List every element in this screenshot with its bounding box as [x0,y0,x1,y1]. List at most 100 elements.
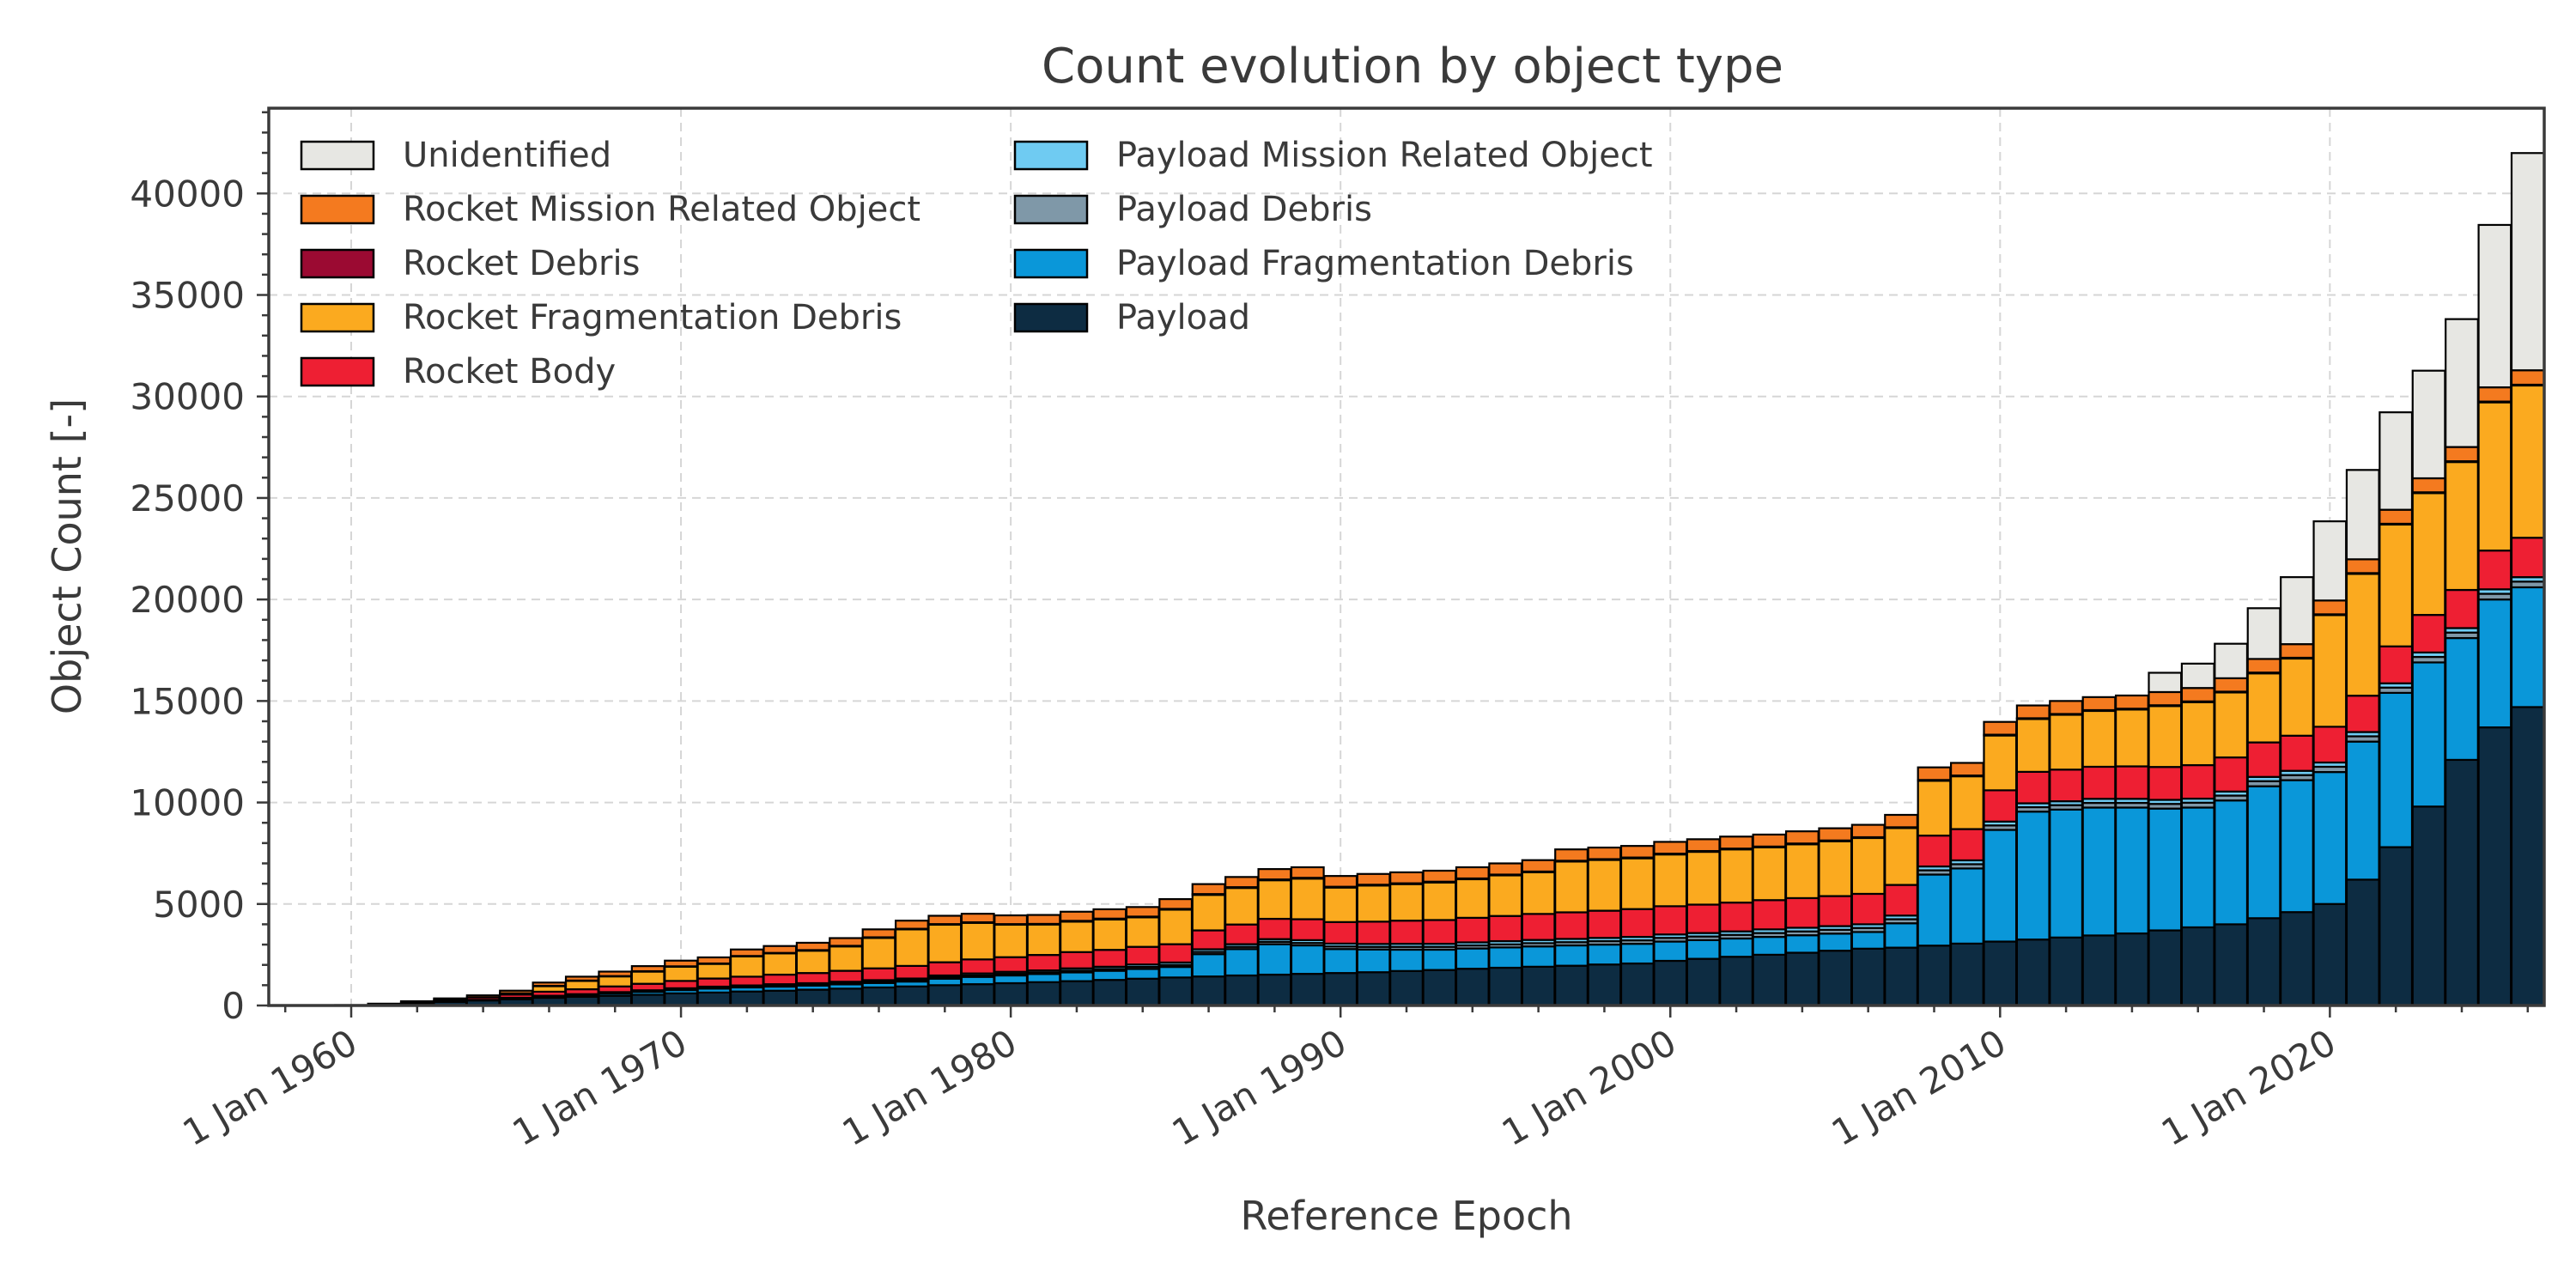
bar-segment [2115,806,2149,935]
bar-segment [2345,558,2380,574]
bar-segment [1323,948,1358,975]
bar-segment [1521,913,1556,941]
y-tick-label: 15000 [130,680,245,722]
bar-segment [2445,318,2479,448]
bar-segment [1949,828,1984,862]
bar-segment [2411,614,2446,653]
chart-title: Count evolution by object type [1042,39,1783,94]
bar-segment [1455,968,1490,1007]
bar-segment [1224,876,1259,889]
legend-label: Rocket Body [403,352,616,392]
bar-segment [1818,895,1853,927]
bar-segment [1917,766,1952,781]
bar-segment [993,974,1029,985]
bar-segment [1488,914,1523,943]
bar-segment [1686,838,1721,853]
bar-segment [1224,923,1259,945]
bar-segment [1290,944,1325,975]
bar-segment [2180,926,2215,1007]
y-tick-label: 5000 [153,884,245,926]
bar-segment [1554,860,1589,914]
bar-segment [2411,661,2446,808]
bar-segment [1290,918,1325,941]
bar-segment [1752,953,1787,1007]
bar-segment [1884,922,1919,949]
bar-segment [795,988,830,1007]
bar-segment [1587,963,1622,1007]
bar-segment [564,975,599,982]
bar-segment [960,913,995,924]
bar-segment [894,928,929,967]
x-tick-label: 1 Jan 2000 [1495,1021,1683,1154]
bar-segment [2081,765,2117,800]
bar-segment [2180,763,2215,800]
bar-segment [1719,835,1753,850]
bar-segment [2081,934,2117,1007]
bar-segment [399,999,434,1004]
bar-segment [2280,734,2314,772]
bar-segment [1191,953,1226,978]
bar-segment [2445,588,2479,629]
bar-segment [1653,841,1688,855]
bar-segment [2214,677,2249,693]
bar-segment [2477,550,2512,591]
x-tick-label: 1 Jan 1970 [506,1021,694,1154]
bar-segment [1389,883,1424,922]
bar-segment [1257,943,1292,976]
bar-segment [1850,947,1886,1007]
legend-label: Rocket Mission Related Object [403,190,920,229]
bar-segment [1125,916,1160,948]
bar-segment [1422,881,1457,921]
legend-swatch [300,302,375,333]
bar-segment [927,984,963,1007]
bar-segment [2445,636,2479,762]
bar-segment [1060,910,1094,922]
bar-segment [1587,859,1622,912]
bar-segment [696,963,732,980]
bar-segment [2214,756,2249,793]
bar-segment [1026,914,1061,926]
bar-segment [1949,762,1984,777]
bar-segment [1290,973,1325,1007]
bar-segment [2345,469,2380,561]
legend-swatch [1013,302,1089,333]
bar-segment [2345,695,2380,733]
bar-segment [630,970,665,985]
bar-segment [1488,966,1523,1007]
legend-swatch [1013,194,1089,225]
bar-segment [1917,835,1952,868]
bar-segment [2379,691,2414,848]
bar-segment [1488,874,1523,917]
bar-segment [1488,862,1523,876]
y-tick-label: 0 [222,985,245,1027]
bar-segment [1917,873,1952,947]
bar-segment [2477,223,2512,389]
bar-segment [1356,884,1391,923]
bar-segment [1884,884,1919,917]
legend-label: Rocket Debris [403,244,640,283]
bar-segment [1521,965,1556,1007]
bar-segment [1290,866,1325,879]
bar-segment [993,923,1029,958]
bar-segment [1818,933,1853,952]
bar-segment [1060,980,1094,1007]
bar-segment [1719,848,1753,904]
bar-segment [2312,902,2348,1007]
bar-segment [762,989,798,1007]
bar-segment [960,921,995,961]
bar-segment [1949,942,1984,1007]
bar-segment [1554,848,1589,862]
bar-segment [1784,843,1820,900]
bar-segment [1158,898,1194,910]
bar-segment [2115,708,2149,768]
bar-segment [1026,973,1061,983]
bar-segment [1619,943,1655,965]
bar-segment [795,941,830,951]
bar-segment [1752,899,1787,931]
bar-segment [465,994,501,999]
x-tick-label: 1 Jan 1990 [1165,1021,1353,1154]
bar-segment [762,945,798,954]
bar-segment [1784,934,1820,954]
bar-segment [2280,779,2314,914]
x-tick-label: 1 Jan 1960 [176,1021,364,1154]
